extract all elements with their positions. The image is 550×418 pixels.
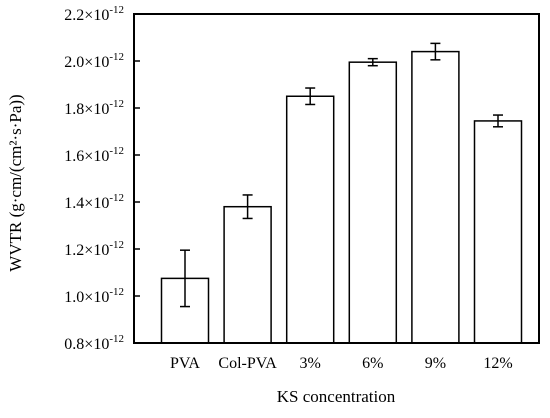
y-axis: 0.8×10-12 1.0×10-12 1.2×10-12 1.4×10-12 1.6×…	[64, 4, 140, 353]
x-tick-label: 12%	[483, 355, 512, 372]
bars-layer	[160, 50, 523, 344]
x-tick-label: 6%	[362, 355, 383, 372]
x-tick-label: PVA	[170, 355, 200, 372]
y-axis-title: WVTR (g·cm/(cm²·s·Pa))	[6, 94, 25, 271]
bar	[411, 50, 460, 344]
error-bar	[305, 87, 316, 106]
x-tick-label: Col-PVA	[218, 355, 277, 372]
y-tick-label: 1.8×10-12	[64, 98, 124, 118]
y-tick-label: 1.0×10-12	[64, 286, 124, 306]
bar	[223, 205, 272, 344]
y-tick-label: 0.8×10-12	[64, 333, 124, 353]
x-tick-label: 9%	[425, 355, 446, 372]
y-tick-label: 1.2×10-12	[64, 239, 124, 259]
error-bar	[180, 249, 190, 308]
bar	[285, 95, 335, 344]
bar	[348, 61, 398, 344]
x-tick-label: 3%	[300, 355, 321, 372]
error-bar	[242, 194, 253, 220]
bar	[473, 120, 523, 344]
error-bar	[430, 42, 441, 61]
x-axis: PVA Col-PVA 3% 6% 9% 12%	[170, 355, 513, 372]
y-tick-label: 2.2×10-12	[64, 4, 124, 24]
y-tick-label: 1.4×10-12	[64, 192, 124, 212]
error-bar	[493, 114, 503, 128]
error-bars-layer	[180, 42, 503, 308]
x-axis-title: KS concentration	[277, 387, 396, 406]
y-tick-label: 1.6×10-12	[64, 145, 124, 165]
plot-frame	[133, 13, 540, 344]
error-bar	[367, 57, 378, 67]
y-tick-label: 2.0×10-12	[64, 51, 124, 71]
